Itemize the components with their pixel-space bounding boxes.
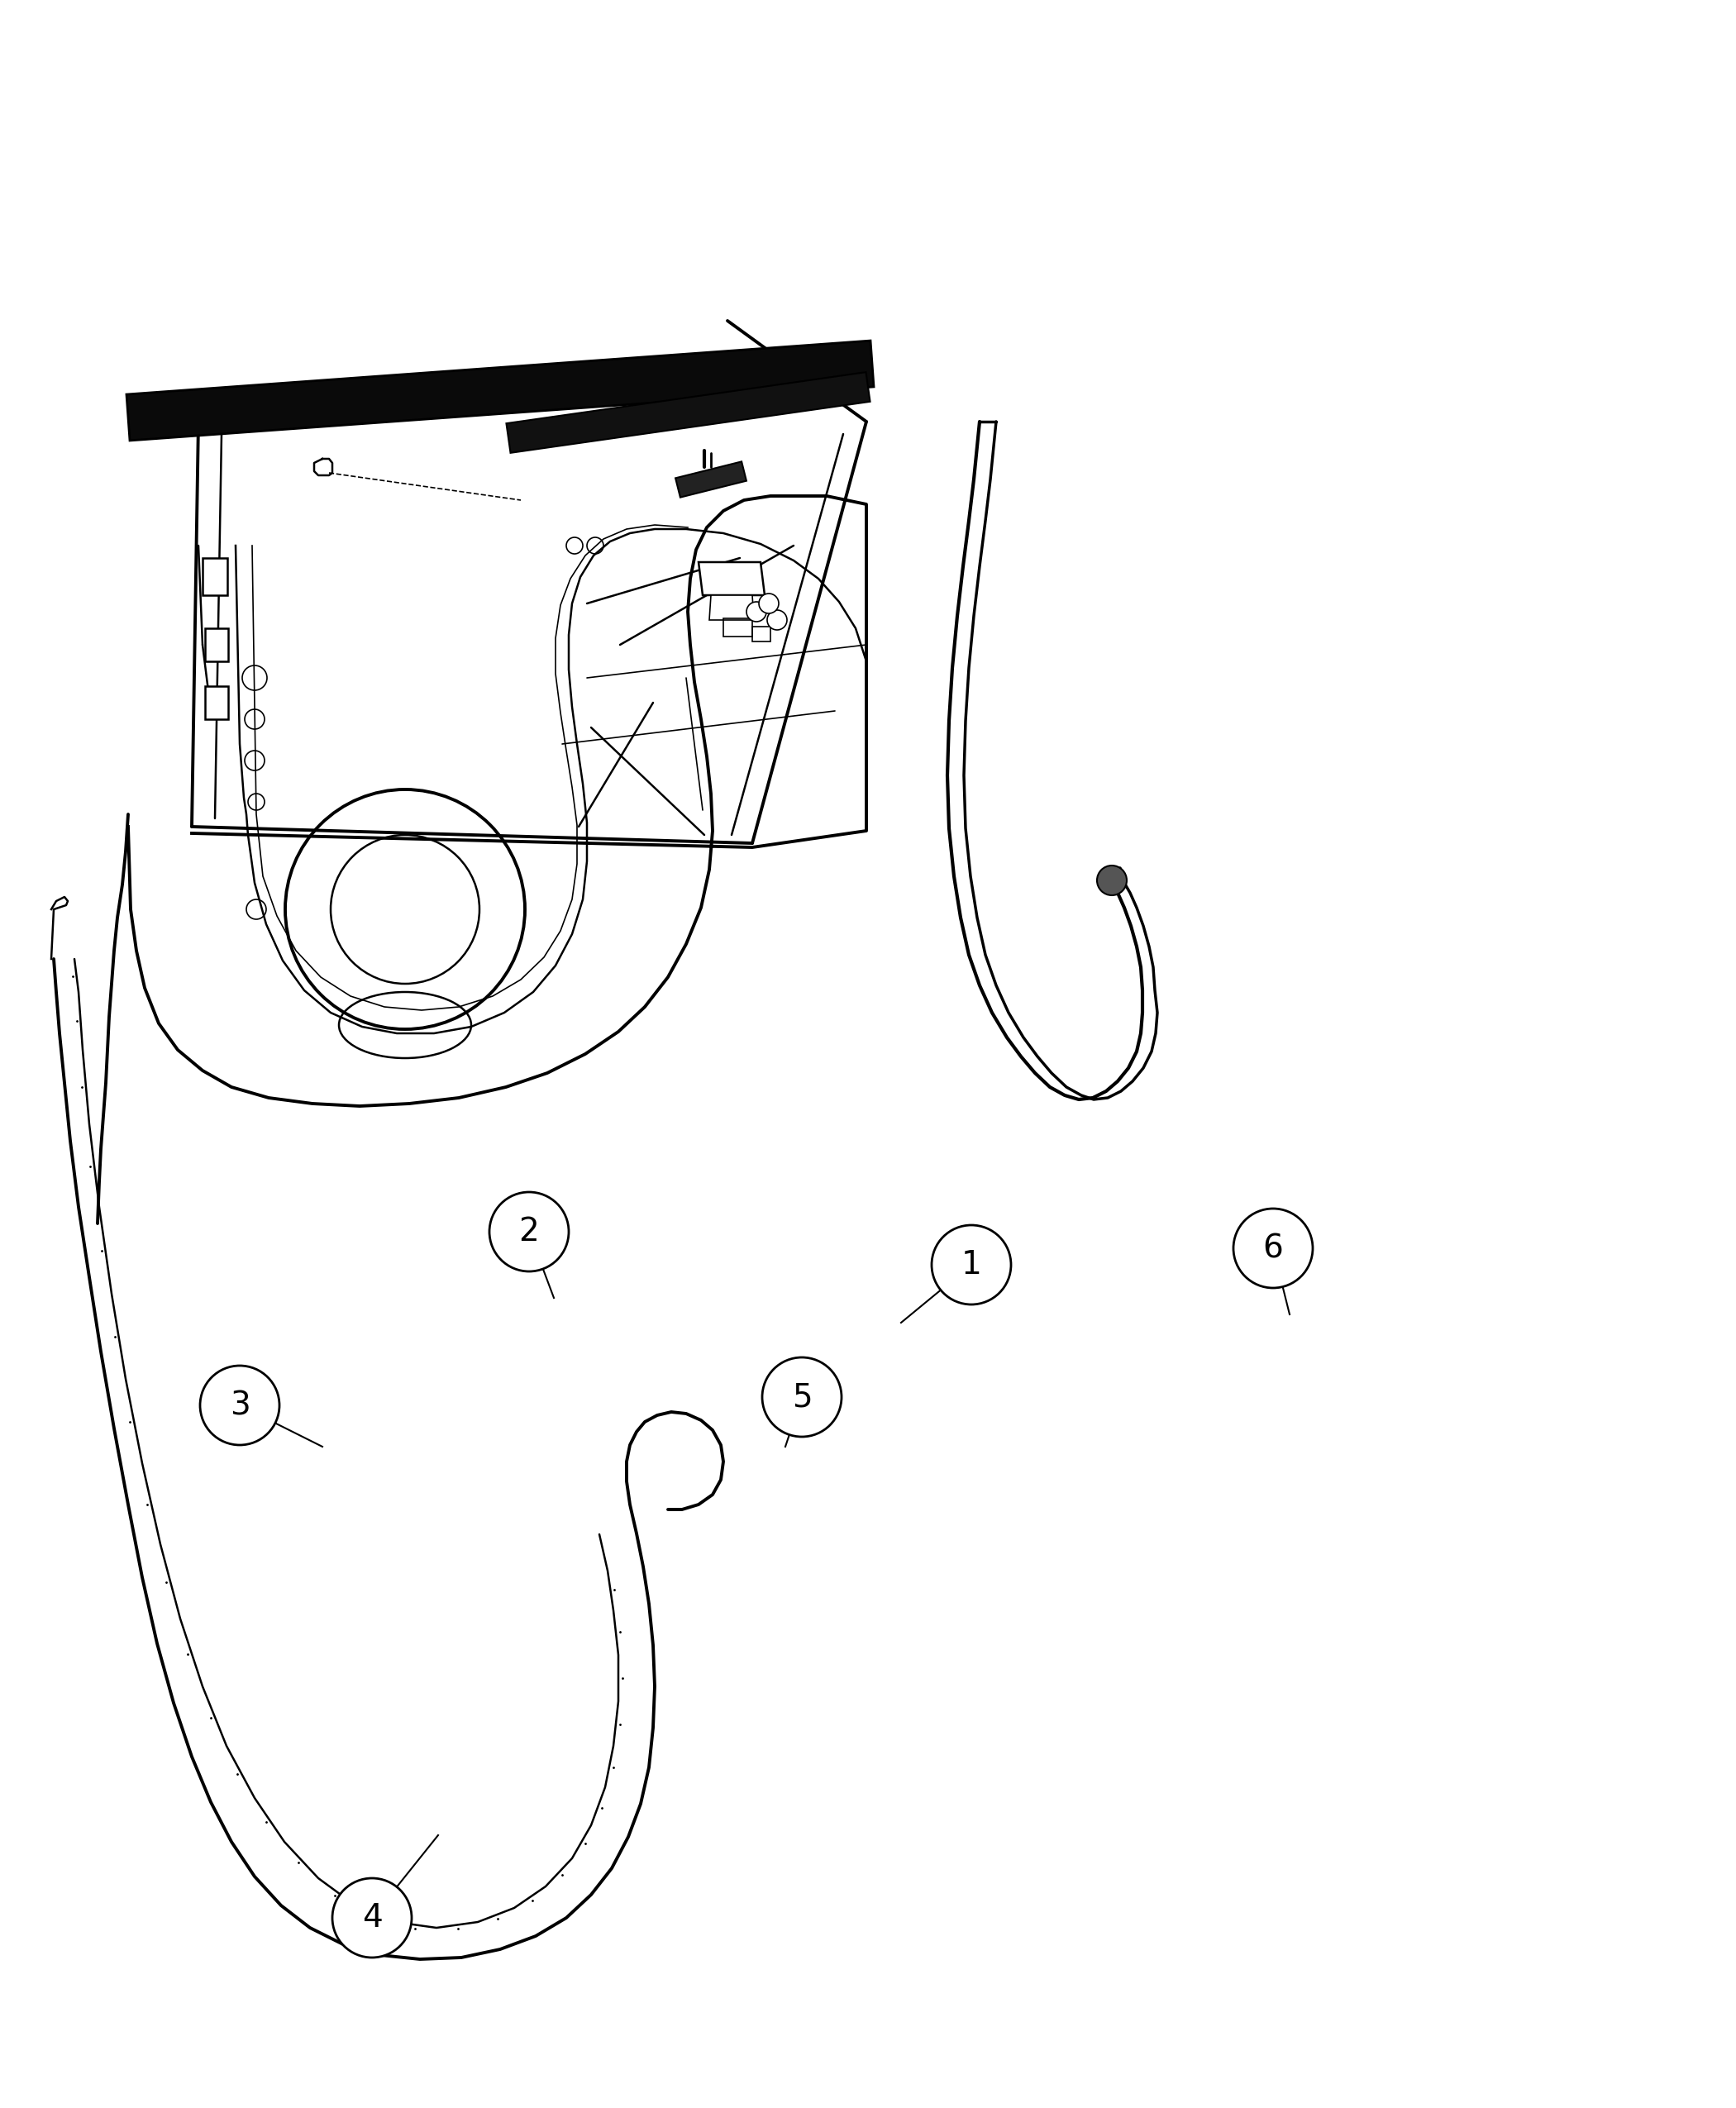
Circle shape bbox=[759, 594, 779, 613]
Bar bbox=[205, 628, 227, 662]
Bar bbox=[205, 685, 227, 719]
Polygon shape bbox=[507, 373, 870, 453]
Circle shape bbox=[767, 609, 786, 630]
Text: 2: 2 bbox=[519, 1216, 540, 1248]
Text: 3: 3 bbox=[229, 1389, 250, 1421]
Bar bbox=[724, 618, 752, 637]
Polygon shape bbox=[698, 563, 764, 594]
Circle shape bbox=[932, 1225, 1010, 1305]
Polygon shape bbox=[127, 341, 873, 441]
Circle shape bbox=[746, 601, 766, 622]
Polygon shape bbox=[710, 594, 753, 620]
Circle shape bbox=[1233, 1208, 1312, 1288]
Bar bbox=[752, 626, 771, 641]
Circle shape bbox=[332, 1878, 411, 1958]
Text: 6: 6 bbox=[1262, 1233, 1283, 1265]
Text: 4: 4 bbox=[361, 1901, 382, 1933]
Bar bbox=[203, 559, 227, 594]
Circle shape bbox=[762, 1358, 842, 1438]
Text: 5: 5 bbox=[792, 1381, 812, 1412]
Circle shape bbox=[1097, 866, 1127, 896]
Circle shape bbox=[490, 1191, 569, 1271]
Polygon shape bbox=[675, 462, 746, 497]
Circle shape bbox=[200, 1366, 279, 1444]
Text: 1: 1 bbox=[962, 1250, 981, 1280]
